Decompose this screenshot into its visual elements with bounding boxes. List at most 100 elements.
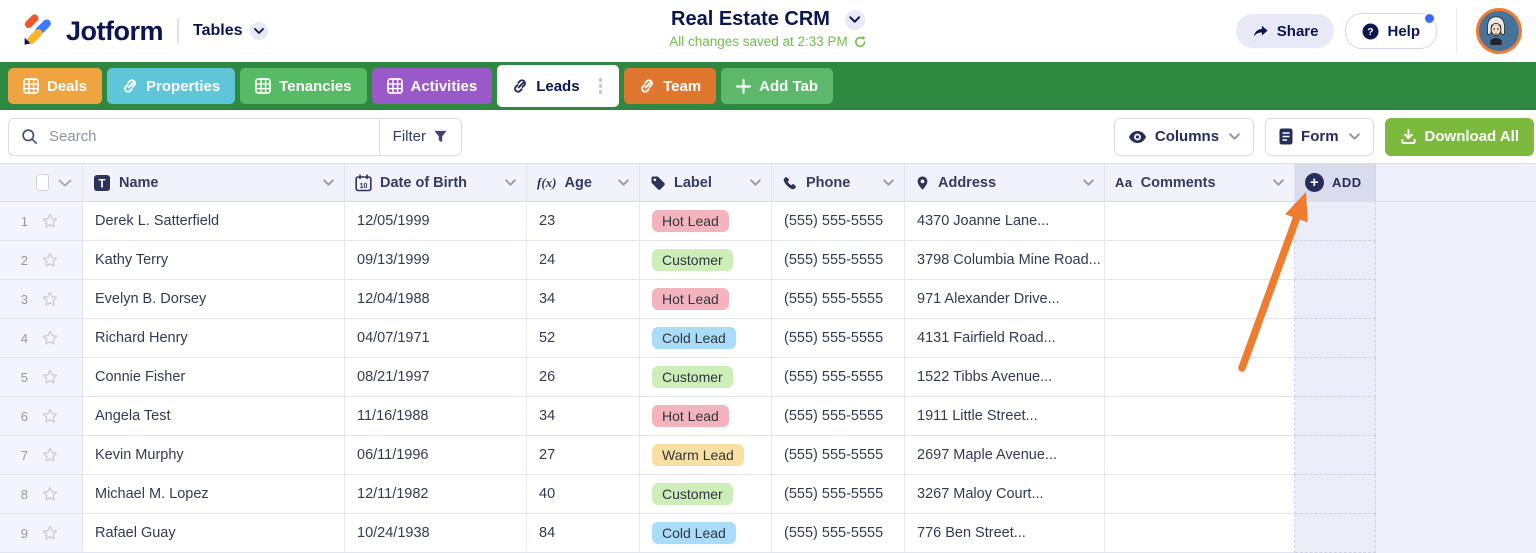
product-switcher[interactable]: Tables — [193, 22, 243, 39]
cell-name[interactable]: Angela Test — [83, 397, 345, 436]
cell-name[interactable]: Kevin Murphy — [83, 436, 345, 475]
add-column-button[interactable]: + ADD — [1295, 163, 1376, 202]
tab-deals[interactable]: Deals — [8, 68, 103, 104]
cell-name[interactable]: Derek L. Satterfield — [83, 202, 345, 241]
cell-phone[interactable]: (555) 555-5555 — [772, 475, 905, 514]
cell-date-of-birth[interactable]: 12/04/1988 — [345, 280, 527, 319]
cell-age[interactable]: 23 — [527, 202, 640, 241]
cell-address[interactable]: 3267 Maloy Court... — [905, 475, 1105, 514]
cell-label[interactable]: Hot Lead — [640, 202, 772, 241]
tab-team[interactable]: Team — [624, 68, 717, 104]
tab-tenancies[interactable]: Tenancies — [240, 68, 367, 104]
cell-address[interactable]: 1911 Little Street... — [905, 397, 1105, 436]
tab-menu-icon[interactable] — [597, 76, 605, 96]
column-header-comments[interactable]: Aa Comments — [1105, 163, 1295, 202]
cell-address[interactable]: 4370 Joanne Lane... — [905, 202, 1105, 241]
cell-name[interactable]: Evelyn B. Dorsey — [83, 280, 345, 319]
cell-comments[interactable] — [1105, 202, 1295, 241]
cell-age[interactable]: 84 — [527, 514, 640, 553]
star-icon[interactable] — [41, 485, 59, 503]
star-icon[interactable] — [41, 290, 59, 308]
cell-label[interactable]: Hot Lead — [640, 397, 772, 436]
form-button[interactable]: Form — [1265, 117, 1374, 156]
cell-label[interactable]: Hot Lead — [640, 280, 772, 319]
cell-date-of-birth[interactable]: 09/13/1999 — [345, 241, 527, 280]
cell-name[interactable]: Richard Henry — [83, 319, 345, 358]
chevron-down-icon[interactable] — [750, 179, 761, 186]
refresh-icon[interactable] — [853, 35, 867, 49]
star-icon[interactable] — [41, 368, 59, 386]
cell-phone[interactable]: (555) 555-5555 — [772, 202, 905, 241]
chevron-down-icon[interactable] — [883, 179, 894, 186]
cell-name[interactable]: Connie Fisher — [83, 358, 345, 397]
tab-activities[interactable]: Activities — [371, 68, 493, 104]
filter-button[interactable]: Filter — [378, 118, 461, 155]
cell-age[interactable]: 52 — [527, 319, 640, 358]
cell-address[interactable]: 2697 Maple Avenue... — [905, 436, 1105, 475]
chevron-down-icon[interactable] — [505, 179, 516, 186]
download-all-button[interactable]: Download All — [1384, 117, 1534, 156]
cell-comments[interactable] — [1105, 241, 1295, 280]
cell-date-of-birth[interactable]: 11/16/1988 — [345, 397, 527, 436]
tab-leads[interactable]: Leads — [497, 65, 620, 107]
title-chevron-down-icon[interactable] — [844, 9, 865, 30]
column-header-date-of-birth[interactable]: 10 Date of Birth — [345, 163, 527, 202]
cell-label[interactable]: Customer — [640, 475, 772, 514]
cell-age[interactable]: 34 — [527, 280, 640, 319]
cell-comments[interactable] — [1105, 514, 1295, 553]
cell-phone[interactable]: (555) 555-5555 — [772, 397, 905, 436]
column-header-phone[interactable]: Phone — [772, 163, 905, 202]
columns-button[interactable]: Columns — [1113, 117, 1255, 156]
star-icon[interactable] — [41, 251, 59, 269]
cell-age[interactable]: 24 — [527, 241, 640, 280]
cell-comments[interactable] — [1105, 397, 1295, 436]
search-input[interactable] — [47, 127, 379, 146]
add-tab-button[interactable]: Add Tab — [721, 68, 834, 104]
star-icon[interactable] — [41, 329, 59, 347]
chevron-down-icon[interactable] — [249, 22, 268, 40]
column-header-age[interactable]: f(x) Age — [527, 163, 640, 202]
help-button[interactable]: ? Help — [1345, 12, 1437, 49]
cell-date-of-birth[interactable]: 10/24/1938 — [345, 514, 527, 553]
cell-date-of-birth[interactable]: 06/11/1996 — [345, 436, 527, 475]
jotform-logo-icon[interactable] — [18, 12, 56, 50]
star-icon[interactable] — [41, 407, 59, 425]
chevron-down-icon[interactable] — [1273, 179, 1284, 186]
select-all-checkbox[interactable] — [36, 174, 49, 191]
cell-address[interactable]: 4131 Fairfield Road... — [905, 319, 1105, 358]
cell-date-of-birth[interactable]: 08/21/1997 — [345, 358, 527, 397]
cell-age[interactable]: 34 — [527, 397, 640, 436]
cell-date-of-birth[interactable]: 12/05/1999 — [345, 202, 527, 241]
cell-address[interactable]: 971 Alexander Drive... — [905, 280, 1105, 319]
avatar[interactable] — [1476, 8, 1522, 54]
chevron-down-icon[interactable] — [1083, 179, 1094, 186]
cell-age[interactable]: 40 — [527, 475, 640, 514]
brand-name[interactable]: Jotform — [66, 15, 164, 46]
star-icon[interactable] — [41, 446, 59, 464]
cell-phone[interactable]: (555) 555-5555 — [772, 241, 905, 280]
cell-phone[interactable]: (555) 555-5555 — [772, 319, 905, 358]
cell-comments[interactable] — [1105, 436, 1295, 475]
cell-address[interactable]: 3798 Columbia Mine Road... — [905, 241, 1105, 280]
cell-address[interactable]: 776 Ben Street... — [905, 514, 1105, 553]
cell-comments[interactable] — [1105, 358, 1295, 397]
cell-date-of-birth[interactable]: 04/07/1971 — [345, 319, 527, 358]
share-button[interactable]: Share — [1235, 14, 1335, 48]
cell-date-of-birth[interactable]: 12/11/1982 — [345, 475, 527, 514]
column-header-name[interactable]: T Name — [83, 163, 345, 202]
cell-comments[interactable] — [1105, 319, 1295, 358]
cell-label[interactable]: Cold Lead — [640, 514, 772, 553]
chevron-down-icon[interactable] — [58, 179, 72, 187]
cell-label[interactable]: Warm Lead — [640, 436, 772, 475]
cell-address[interactable]: 1522 Tibbs Avenue... — [905, 358, 1105, 397]
cell-phone[interactable]: (555) 555-5555 — [772, 280, 905, 319]
cell-label[interactable]: Customer — [640, 241, 772, 280]
cell-phone[interactable]: (555) 555-5555 — [772, 436, 905, 475]
column-header-address[interactable]: Address — [905, 163, 1105, 202]
star-icon[interactable] — [41, 524, 59, 542]
cell-age[interactable]: 26 — [527, 358, 640, 397]
chevron-down-icon[interactable] — [323, 179, 334, 186]
cell-name[interactable]: Michael M. Lopez — [83, 475, 345, 514]
cell-name[interactable]: Rafael Guay — [83, 514, 345, 553]
cell-age[interactable]: 27 — [527, 436, 640, 475]
